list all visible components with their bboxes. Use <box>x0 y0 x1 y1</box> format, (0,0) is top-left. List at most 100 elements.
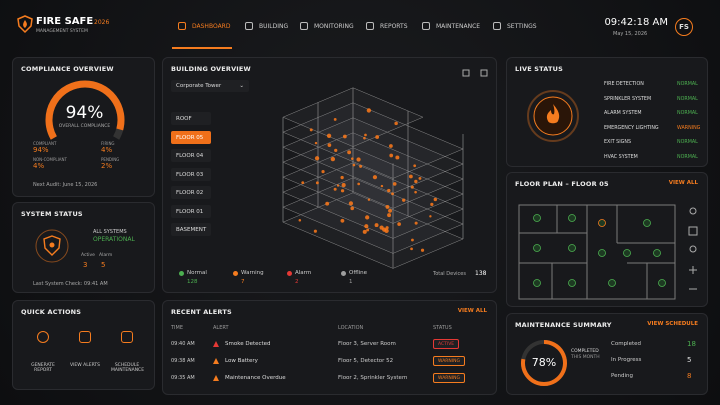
view-all[interactable]: VIEW ALL <box>668 180 698 186</box>
plan-device <box>568 214 576 222</box>
maint-value: 18 <box>687 340 696 348</box>
floor-button[interactable]: FLOOR 05 <box>171 130 211 144</box>
alert-location: Floor 5, Detector 52 <box>338 358 394 364</box>
building-select[interactable]: Corporate Tower ⌄ <box>171 80 249 92</box>
action-icon[interactable] <box>79 331 91 343</box>
card-title: SYSTEM STATUS <box>21 210 83 218</box>
alert-time: 09:38 AM <box>171 358 195 364</box>
select-text: Corporate Tower <box>176 83 222 89</box>
card-title: COMPLIANCE OVERVIEW <box>21 65 114 73</box>
maint-label: Completed <box>611 341 641 347</box>
floor-button[interactable]: FLOOR 02 <box>171 186 211 199</box>
alert-time: 09:40 AM <box>171 341 195 347</box>
device-dot <box>326 133 332 138</box>
view-tool <box>462 69 470 77</box>
legend-value: 7 <box>241 279 245 285</box>
floorplan-card: FLOOR PLAN – FLOOR 05 VIEW ALL <box>506 172 708 307</box>
device-dot <box>391 192 394 196</box>
legend-dot <box>179 271 184 276</box>
device-dot <box>313 229 317 233</box>
stat-value: 2% <box>101 162 113 170</box>
floor-button[interactable]: FLOOR 03 <box>171 167 211 181</box>
device-dot <box>382 227 387 232</box>
device-dot <box>350 206 355 211</box>
floor-button[interactable]: BASEMENT <box>171 223 211 236</box>
device-dot <box>388 208 393 213</box>
action-label[interactable]: GENERATE REPORT <box>31 363 55 373</box>
legend-label: Offline <box>349 270 368 276</box>
nav-item[interactable]: BUILDING <box>259 23 289 30</box>
gauge-caption: OVERALL COMPLIANCE <box>58 124 111 129</box>
device-dot <box>352 163 356 167</box>
logo <box>17 15 33 34</box>
nav-icon <box>366 22 374 30</box>
system-name: EXIT SIGNS <box>604 140 631 145</box>
maint-label: In Progress <box>611 357 642 363</box>
system-line1: ALL SYSTEMS <box>93 229 127 235</box>
device-dot <box>408 174 413 179</box>
device-dot <box>340 218 345 223</box>
nav-item[interactable]: REPORTS <box>380 23 408 30</box>
device-dot <box>341 183 346 188</box>
device-dot <box>359 164 363 168</box>
nav-icon <box>493 22 501 30</box>
date: May 15, 2026 <box>613 31 648 37</box>
floorplan <box>518 204 676 300</box>
floor-button[interactable]: FLOOR 04 <box>171 149 211 162</box>
avatar[interactable]: FS <box>675 18 693 36</box>
clock: 09:42:18 AM <box>604 17 668 28</box>
brand-subtitle: MANAGEMENT SYSTEM <box>36 29 88 34</box>
view-tool <box>480 69 488 77</box>
card-title: LIVE STATUS <box>515 65 564 73</box>
view-schedule[interactable]: VIEW SCHEDULE <box>647 321 698 327</box>
action-icon[interactable] <box>121 331 133 343</box>
device-dot <box>375 135 380 139</box>
nav-item[interactable]: MAINTENANCE <box>436 23 481 30</box>
action-label[interactable]: VIEW ALERTS <box>70 363 100 368</box>
legend-label: Normal <box>187 270 207 276</box>
alert-icon <box>213 375 219 381</box>
alert-location: Floor 3, Server Room <box>338 341 396 347</box>
table-header: LOCATION <box>338 325 364 331</box>
device-dot <box>340 175 344 180</box>
device-dot <box>420 248 425 252</box>
donut-value: 78% <box>531 356 557 369</box>
device-dot <box>309 128 313 132</box>
device-dot <box>395 155 400 160</box>
device-dot <box>429 215 432 218</box>
nav-item[interactable]: MONITORING <box>314 23 354 30</box>
device-dot <box>333 118 337 121</box>
legend-value: 128 <box>187 279 198 285</box>
device-dot <box>433 197 438 202</box>
alert-status: ACTIVE <box>433 339 460 349</box>
nav-item[interactable]: SETTINGS <box>507 23 537 30</box>
total-label: Total Devices <box>433 271 466 277</box>
compliance-card: COMPLIANCE OVERVIEW 94% OVERALL COMPLIAN… <box>12 57 155 197</box>
device-dot <box>414 221 418 225</box>
system-status: NORMAL <box>677 96 698 102</box>
device-dot <box>389 153 394 158</box>
plan-device <box>653 249 661 257</box>
action-label[interactable]: SCHEDULE MAINTENANCE <box>111 363 145 373</box>
plan-device <box>568 279 576 287</box>
action-icon[interactable] <box>37 331 49 343</box>
floor-button[interactable]: FLOOR 01 <box>171 204 211 218</box>
card-title: RECENT ALERTS <box>171 308 232 316</box>
donut-caption1: COMPLETED <box>571 349 599 354</box>
plan-device <box>643 219 651 227</box>
system-name: HVAC SYSTEM <box>604 154 638 160</box>
nav-item[interactable]: DASHBOARD <box>192 23 231 30</box>
nav-icon <box>300 22 308 30</box>
alert-name: Low Battery <box>225 358 258 364</box>
count-value: 5 <box>101 261 106 269</box>
device-dot <box>366 228 370 232</box>
map-tools <box>688 207 698 290</box>
view-all[interactable]: VIEW ALL <box>457 308 487 314</box>
device-dot <box>392 182 397 186</box>
device-dot <box>363 136 366 140</box>
count-value: 3 <box>83 261 88 269</box>
device-dot <box>298 219 302 222</box>
floor-button[interactable]: ROOF <box>171 112 211 125</box>
alert-status: WARNING <box>433 356 465 366</box>
